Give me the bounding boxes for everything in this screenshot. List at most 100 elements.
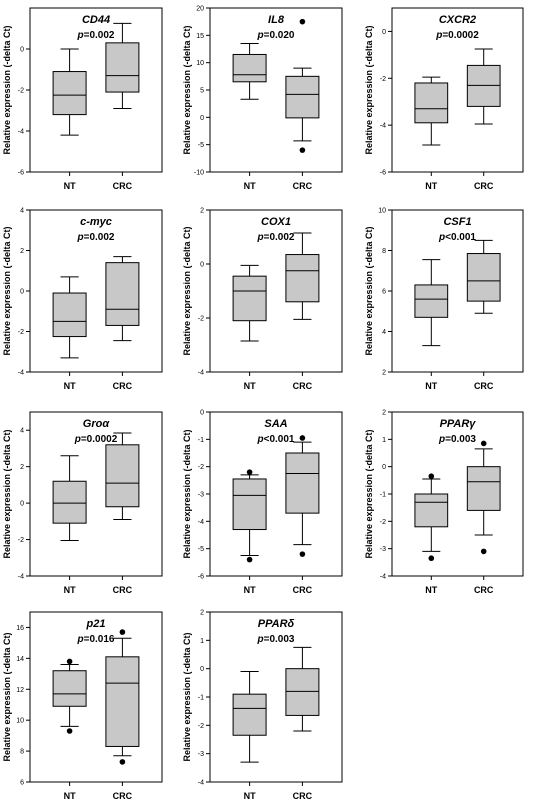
x-tick-label: NT <box>244 585 256 595</box>
box-CRC <box>105 22 140 109</box>
iqr-box <box>105 444 140 508</box>
y-tick-label: -4 <box>18 129 24 136</box>
iqr-box <box>285 75 320 119</box>
y-tick-label: -6 <box>380 170 386 177</box>
y-tick-label: -4 <box>380 123 386 130</box>
gene-title: CD44 <box>82 14 110 26</box>
gene-title: IL8 <box>268 14 285 26</box>
p-value-text: =0.002 <box>264 232 295 243</box>
iqr-box <box>105 656 140 747</box>
p-symbol: p <box>438 232 445 243</box>
outlier-point <box>428 473 435 480</box>
outlier-point <box>299 18 306 25</box>
iqr-box <box>466 64 501 107</box>
box-NT <box>414 76 449 146</box>
panel-PPARδ: Relative expression (-delta Ct) -4 -3 -2 -1 0… <box>182 610 343 800</box>
box-CRC <box>466 48 501 125</box>
y-tick-label: 4 <box>382 329 386 336</box>
box-NT <box>52 658 87 734</box>
p-symbol: p <box>435 30 442 41</box>
p-value: p<0.001 <box>438 232 476 243</box>
p-value-text: =0.002 <box>84 232 115 243</box>
y-tick-label: 0 <box>20 501 24 508</box>
p-value: p=0.002 <box>77 30 115 41</box>
y-tick-label: 2 <box>382 370 386 377</box>
y-tick-label: -2 <box>198 316 204 323</box>
y-tick-label: 6 <box>20 780 24 787</box>
p-value-text: =0.003 <box>445 434 476 445</box>
p-value-text: =0.0002 <box>442 30 479 41</box>
outlier-point <box>246 469 253 475</box>
gene-title: p21 <box>86 618 106 630</box>
x-tick-label: CRC <box>474 181 494 191</box>
p-value-text: =0.016 <box>84 634 115 645</box>
y-tick-label: -3 <box>380 546 386 553</box>
outlier-point <box>480 440 487 447</box>
y-tick-label: 10 <box>196 60 204 67</box>
iqr-box <box>105 42 140 93</box>
y-tick-label: 4 <box>20 428 24 435</box>
p-value-text: =0.002 <box>84 30 115 41</box>
p-symbol: p <box>77 232 84 243</box>
box-CRC <box>285 435 320 557</box>
outlier-point <box>119 759 126 765</box>
plot-frame <box>29 611 163 783</box>
p-symbol: p <box>438 434 445 445</box>
y-tick-label: -2 <box>18 329 24 336</box>
y-tick-label: -5 <box>198 546 204 553</box>
outlier-point <box>299 147 306 153</box>
box-CRC <box>105 432 140 521</box>
panel-SAA: Relative expression (-delta Ct) -6 -5 -4 -3 -… <box>182 410 343 595</box>
gene-title: COX1 <box>261 216 291 228</box>
box-NT <box>232 43 267 100</box>
panel-IL8: Relative expression (-delta Ct) -10 -5 0 5 10… <box>182 6 343 191</box>
y-tick-label: -4 <box>18 370 24 377</box>
iqr-box <box>466 466 501 511</box>
y-tick-label: -4 <box>198 519 204 526</box>
gene-title: CSF1 <box>443 216 471 228</box>
p-value: p<0.001 <box>257 434 295 445</box>
outlier-point <box>299 435 306 441</box>
y-tick-label: 0 <box>200 115 204 122</box>
y-tick-label: -2 <box>18 88 24 95</box>
y-tick-label: 10 <box>378 208 386 215</box>
iqr-box <box>414 284 449 318</box>
x-tick-label: CRC <box>113 791 133 800</box>
y-tick-label: 0 <box>382 29 386 36</box>
y-tick-label: 20 <box>196 6 204 13</box>
y-axis-label: Relative expression (-delta Ct) <box>182 632 192 761</box>
p-value: p=0.020 <box>257 30 295 41</box>
box-NT <box>232 671 267 763</box>
y-tick-label: -5 <box>198 142 204 149</box>
plot-frame <box>209 209 343 373</box>
outlier-point <box>119 629 126 635</box>
y-tick-label: 8 <box>382 248 386 255</box>
y-tick-label: 0 <box>200 262 204 269</box>
y-axis-label: Relative expression (-delta Ct) <box>2 226 12 355</box>
y-tick-label: -1 <box>380 492 386 499</box>
box-NT <box>52 455 87 541</box>
x-tick-label: NT <box>244 381 256 391</box>
y-tick-label: 0 <box>382 464 386 471</box>
y-tick-label: 10 <box>16 718 24 725</box>
y-tick-label: 0 <box>20 47 24 54</box>
x-tick-label: CRC <box>293 791 313 800</box>
box-NT <box>414 259 449 347</box>
y-axis-label: Relative expression (-delta Ct) <box>364 226 374 355</box>
y-tick-label: -4 <box>18 574 24 581</box>
iqr-box <box>414 493 449 528</box>
iqr-box <box>52 670 87 707</box>
y-tick-label: 4 <box>20 208 24 215</box>
gene-title: SAA <box>264 418 287 430</box>
y-tick-label: 5 <box>200 88 204 95</box>
gene-title: Groα <box>83 418 111 430</box>
box-NT <box>232 264 267 342</box>
x-tick-label: NT <box>64 381 76 391</box>
gene-title: PPARγ <box>440 418 477 430</box>
iqr-box <box>285 254 320 303</box>
p-value: p=0.0002 <box>74 434 118 445</box>
y-tick-label: -4 <box>380 574 386 581</box>
p-value-text: =0.0002 <box>81 434 118 445</box>
iqr-box <box>105 262 140 326</box>
